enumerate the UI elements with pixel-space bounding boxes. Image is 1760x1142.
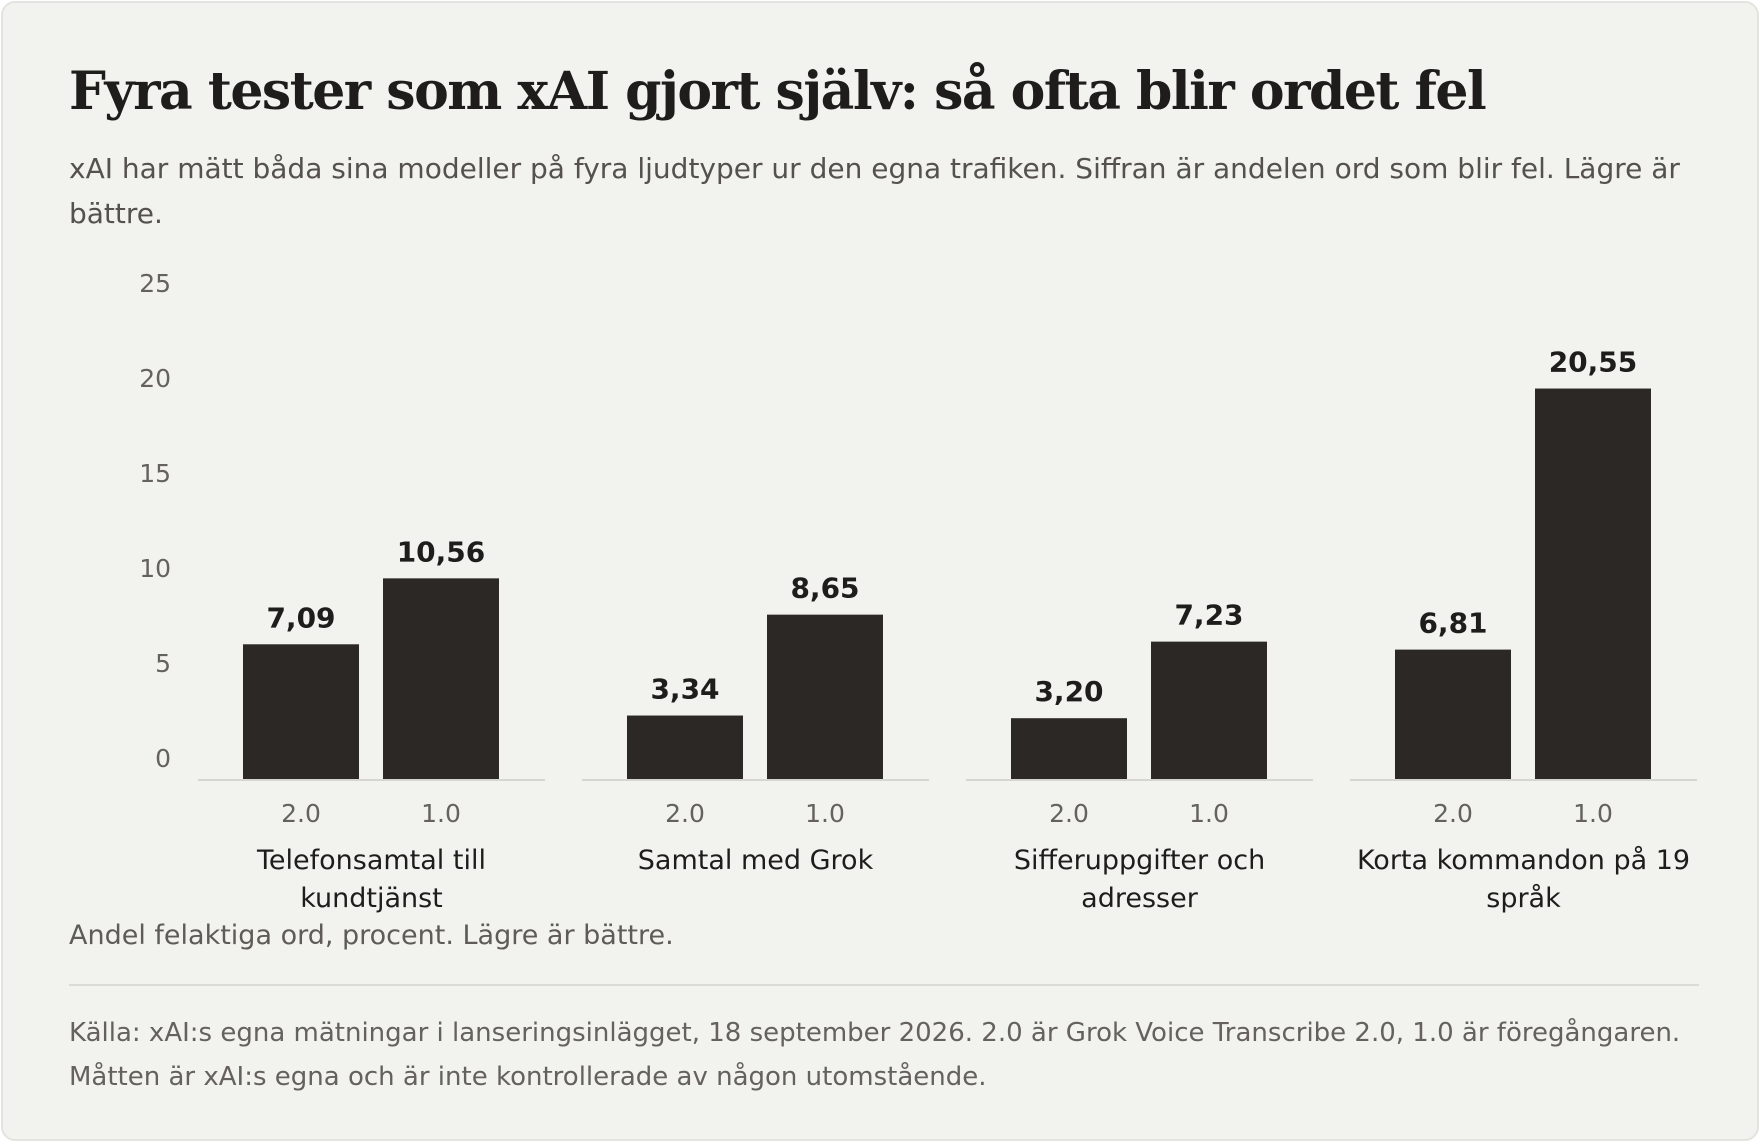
y-tick-label: 5 [155, 649, 171, 678]
category-label: kundtjänst [300, 883, 443, 914]
y-tick-label: 15 [139, 459, 171, 488]
source-line-1: Källa: xAI:s egna mätningar i lanserings… [69, 1018, 1681, 1048]
y-tick-label: 0 [155, 744, 171, 773]
bar-value-label: 10,56 [397, 535, 486, 568]
bar-value-label: 20,55 [1549, 346, 1638, 379]
chart-subtitle: xAI har mätt båda sina modeller på fyra … [69, 152, 1680, 230]
bar-value-label: 6,81 [1418, 607, 1487, 640]
bar [1535, 388, 1651, 779]
series-tick-label: 2.0 [665, 799, 705, 828]
bar [1011, 718, 1127, 779]
bar [1151, 641, 1267, 779]
y-tick-label: 25 [139, 269, 171, 298]
unit-note: Andel felaktiga ord, procent. Lägre är b… [69, 920, 674, 951]
bar-value-label: 7,23 [1174, 599, 1243, 632]
bar [1395, 649, 1511, 779]
category-label: Korta kommandon på 19 [1357, 845, 1690, 876]
bar [767, 614, 883, 779]
bar-value-label: 3,20 [1034, 675, 1103, 708]
y-tick-label: 20 [139, 364, 171, 393]
series-tick-label: 2.0 [281, 799, 321, 828]
y-tick-label: 10 [139, 554, 171, 583]
series-tick-label: 1.0 [805, 799, 845, 828]
bar [383, 578, 499, 779]
bar-chart: 0 5 10 15 20 25 7,09 2.0 10,56 1.0 Telefonsamtal t… [139, 269, 1697, 914]
category-label: Sifferuppgifter och [1014, 845, 1265, 876]
series-tick-label: 2.0 [1433, 799, 1473, 828]
category-label: Samtal med Grok [638, 845, 874, 876]
source-line-2: Måtten är xAI:s egna och är inte kontrol… [69, 1062, 987, 1092]
bar [243, 644, 359, 779]
series-tick-label: 1.0 [1573, 799, 1613, 828]
bar-value-label: 7,09 [266, 601, 335, 634]
source-note: Källa: xAI:s egna mätningar i lanserings… [69, 1011, 1709, 1099]
series-tick-label: 1.0 [421, 799, 461, 828]
category-label: adresser [1081, 883, 1199, 914]
bar-value-label: 8,65 [790, 572, 859, 605]
chart-title: Fyra tester som xAI gjort själv: så ofta… [69, 61, 1487, 122]
category-label: Telefonsamtal till [256, 845, 486, 876]
bar-value-label: 3,34 [650, 673, 719, 706]
bar [627, 715, 743, 779]
series-tick-label: 1.0 [1189, 799, 1229, 828]
series-tick-label: 2.0 [1049, 799, 1089, 828]
category-label: språk [1486, 883, 1561, 914]
divider [69, 984, 1699, 986]
